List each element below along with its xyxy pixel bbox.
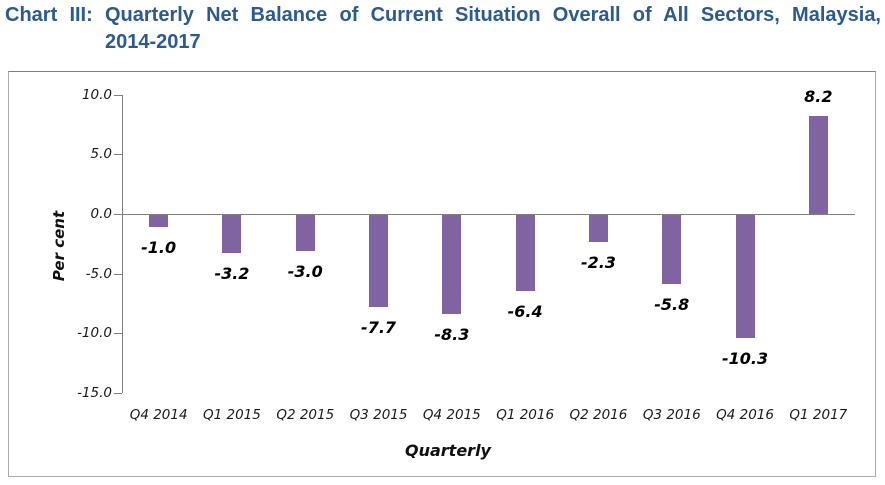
x-tick-label: Q1 2017 (789, 407, 848, 423)
bar-value-label: -3.2 (214, 264, 250, 283)
y-axis-tick (114, 154, 122, 156)
bar (515, 215, 535, 291)
y-tick-label: -10.0 (77, 325, 112, 342)
y-tick-label: -5.0 (85, 265, 112, 282)
bar-value-label: -5.8 (654, 295, 690, 314)
y-tick-label: 0.0 (90, 206, 112, 222)
bar-value-label: -2.3 (580, 253, 616, 272)
bar (369, 215, 389, 307)
bar (808, 116, 828, 214)
bar-value-label: -10.3 (721, 349, 769, 368)
bar (588, 215, 608, 242)
bar (662, 215, 682, 284)
y-axis-tick (114, 214, 122, 215)
bar (149, 215, 169, 227)
bar-value-label: 8.2 (804, 87, 833, 106)
bar-value-label: -1.0 (141, 238, 177, 257)
bar (735, 215, 755, 338)
bar-value-label: -7.7 (361, 318, 397, 337)
chart-frame: Per cent Quarterly 10.0 5.0 0.0 -5.0 -10.0 -1… (8, 71, 876, 477)
x-tick-label: Q1 2015 (203, 407, 261, 423)
chart-title: Chart III: Quarterly Net Balance of Curr… (5, 2, 881, 56)
bar-value-label: -6.4 (507, 302, 543, 321)
zero-gridline (122, 214, 855, 215)
y-tick-label: 5.0 (90, 146, 112, 163)
bar-value-label: -8.3 (434, 325, 470, 344)
y-axis-tick (114, 273, 122, 275)
bar (222, 215, 242, 253)
bar-value-label: -3.0 (287, 262, 323, 281)
y-axis-tick (114, 94, 122, 96)
y-axis-line (122, 94, 123, 393)
x-tick-label: Q4 2016 (716, 407, 774, 423)
chart-title-line1: Chart III: Quarterly Net Balance of Curr… (5, 4, 881, 26)
bar (295, 215, 315, 251)
bar (442, 215, 462, 314)
x-tick-label: Q4 2014 (129, 407, 188, 423)
x-axis-title: Quarterly (405, 441, 491, 460)
x-tick-label: Q4 2015 (422, 407, 481, 423)
x-tick-label: Q2 2015 (276, 407, 335, 423)
x-tick-label: Q3 2015 (349, 407, 408, 423)
chart-title-line2: 2014-2017 (105, 31, 201, 53)
x-tick-label: Q3 2016 (642, 407, 701, 423)
y-axis-tick (114, 392, 122, 394)
y-tick-label: 10.0 (81, 86, 112, 103)
y-axis-tick (114, 333, 122, 335)
x-tick-label: Q1 2016 (496, 407, 555, 423)
y-tick-label: -15.0 (77, 384, 112, 401)
x-tick-label: Q2 2016 (569, 407, 628, 423)
